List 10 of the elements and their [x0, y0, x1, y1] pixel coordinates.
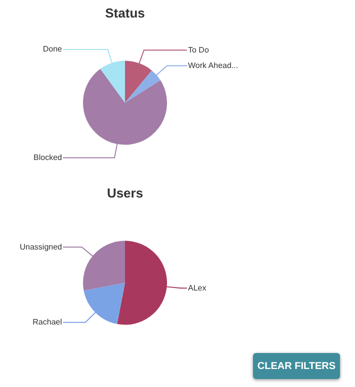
slice-label: Done: [42, 44, 63, 54]
slice-label: To Do: [188, 45, 210, 54]
text: CLEAR FILTERS: [253, 353, 340, 379]
chart-title: Status: [105, 5, 145, 20]
slice-label: Blocked: [34, 153, 62, 162]
slice-label: Work Ahead...: [188, 60, 238, 70]
slice-label: Rachael: [32, 318, 62, 327]
chart-title: Users: [106, 185, 144, 200]
slice-label: ALex: [188, 283, 206, 292]
slice-label: Unassigned: [20, 242, 62, 252]
